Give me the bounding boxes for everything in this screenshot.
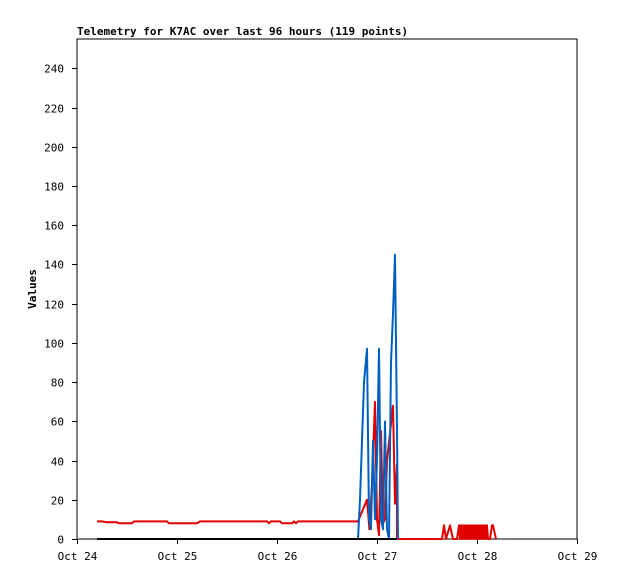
y-tick-label: 100	[44, 338, 64, 351]
y-tick-label: 160	[44, 220, 64, 233]
x-tick-label: Oct 24	[58, 550, 98, 563]
y-axis: 0 20 40 60 80 100 120 140 160 180 200 220 240	[44, 63, 77, 547]
y-tick-label: 80	[51, 377, 64, 390]
y-tick-label: 220	[44, 103, 64, 116]
series-line-2	[357, 253, 399, 540]
x-tick-label: Oct 28	[458, 550, 498, 563]
x-tick-label: Oct 27	[358, 550, 398, 563]
series-layer	[97, 253, 497, 540]
y-tick-label: 140	[44, 259, 64, 272]
y-axis-label: Values	[26, 269, 39, 309]
x-tick-label: Oct 29	[558, 550, 598, 563]
y-tick-label: 0	[57, 534, 64, 547]
y-tick-label: 180	[44, 181, 64, 194]
series-line-1	[97, 400, 497, 540]
y-tick-label: 60	[51, 416, 64, 429]
chart-title: Telemetry for K7AC over last 96 hours (1…	[77, 25, 408, 38]
y-tick-label: 20	[51, 495, 64, 508]
x-tick-label: Oct 26	[258, 550, 298, 563]
x-tick-label: Oct 25	[158, 550, 198, 563]
y-tick-label: 200	[44, 142, 64, 155]
y-tick-label: 240	[44, 63, 64, 76]
y-tick-label: 120	[44, 299, 64, 312]
x-axis: Oct 24 Oct 25 Oct 26 Oct 27 Oct 28 Oct 29	[58, 539, 598, 563]
plot-area-frame	[76, 38, 578, 540]
y-tick-label: 40	[51, 456, 64, 469]
